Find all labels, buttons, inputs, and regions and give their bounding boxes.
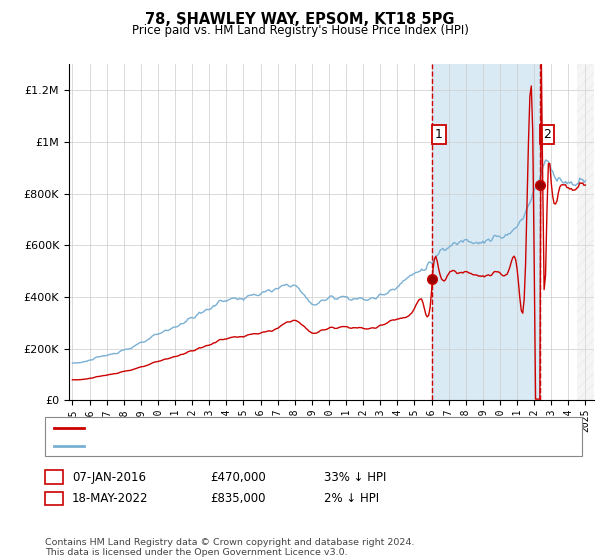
Text: Price paid vs. HM Land Registry's House Price Index (HPI): Price paid vs. HM Land Registry's House … [131,24,469,36]
Text: £470,000: £470,000 [210,470,266,484]
Text: 33% ↓ HPI: 33% ↓ HPI [324,470,386,484]
Text: 07-JAN-2016: 07-JAN-2016 [72,470,146,484]
Text: HPI: Average price, detached house, Reigate and Banstead: HPI: Average price, detached house, Reig… [88,441,418,451]
Text: 1: 1 [435,128,443,141]
Text: Contains HM Land Registry data © Crown copyright and database right 2024.
This d: Contains HM Land Registry data © Crown c… [45,538,415,557]
Text: 2: 2 [50,492,58,505]
Text: 18-MAY-2022: 18-MAY-2022 [72,492,149,505]
Bar [432,64,541,400]
Bar [577,64,594,400]
Text: 1: 1 [50,470,58,484]
Text: 2% ↓ HPI: 2% ↓ HPI [324,492,379,505]
Text: £835,000: £835,000 [210,492,265,505]
Text: 78, SHAWLEY WAY, EPSOM, KT18 5PG (detached house): 78, SHAWLEY WAY, EPSOM, KT18 5PG (detach… [88,423,398,433]
Text: 78, SHAWLEY WAY, EPSOM, KT18 5PG: 78, SHAWLEY WAY, EPSOM, KT18 5PG [145,12,455,27]
Text: 2: 2 [543,128,551,141]
